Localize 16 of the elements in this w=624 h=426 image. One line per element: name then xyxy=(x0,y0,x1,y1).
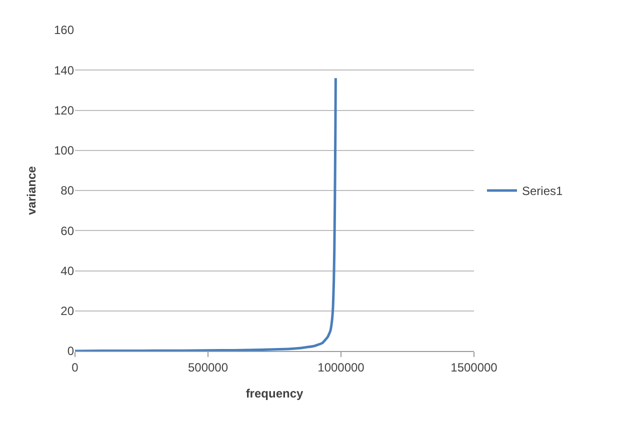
y-tick-label: 60 xyxy=(60,224,74,238)
y-tick-label: 20 xyxy=(60,304,74,318)
x-axis-title: frequency xyxy=(246,386,304,400)
x-tick-label: 1500000 xyxy=(450,360,498,374)
y-tick-label: 0 xyxy=(67,344,74,358)
legend-label: Series1 xyxy=(522,184,563,198)
y-tick-label: 80 xyxy=(60,184,74,198)
x-tick-label: 500000 xyxy=(188,360,228,374)
y-tick-label: 100 xyxy=(54,144,74,158)
y-axis-title: variance xyxy=(24,166,38,215)
y-tick-label: 120 xyxy=(54,103,74,118)
x-tick-label: 1000000 xyxy=(318,360,365,374)
y-tick-label: 140 xyxy=(54,63,74,78)
line-series xyxy=(75,76,337,351)
y-tick-label: 160 xyxy=(54,23,74,38)
y-tick-label: 40 xyxy=(60,264,74,278)
